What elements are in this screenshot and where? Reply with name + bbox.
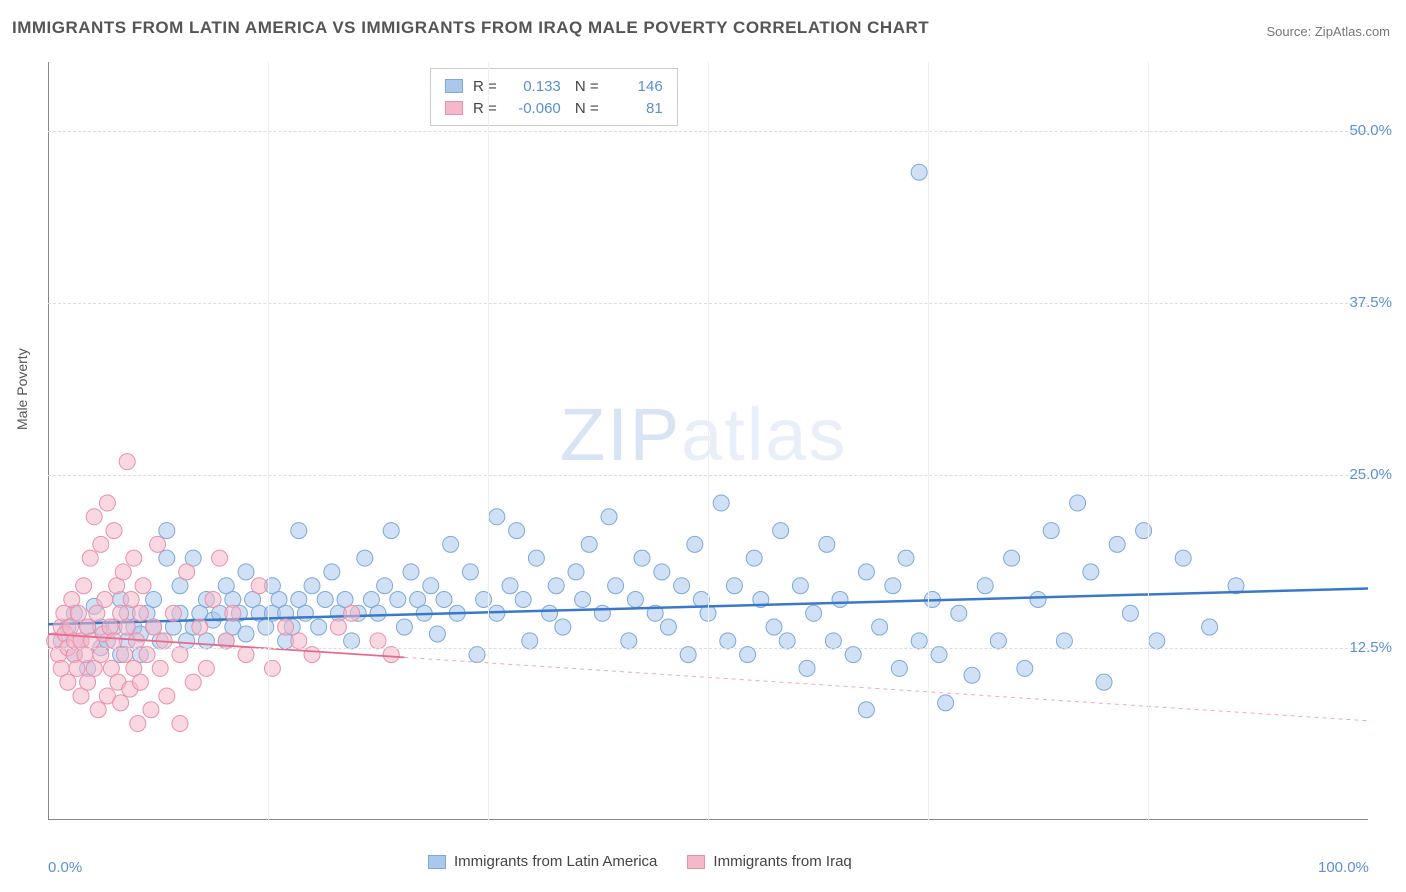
swatch-icon <box>687 855 705 869</box>
y-tick-label: 25.0% <box>1349 466 1392 483</box>
legend-row-iraq: R = -0.060 N = 81 <box>445 97 663 119</box>
y-tick-label: 37.5% <box>1349 294 1392 311</box>
swatch-icon <box>428 855 446 869</box>
legend-item-iraq: Immigrants from Iraq <box>687 853 851 870</box>
legend-item-latin-america: Immigrants from Latin America <box>428 853 657 870</box>
n-value: 81 <box>609 100 663 117</box>
legend-label: Immigrants from Iraq <box>713 853 851 870</box>
legend-row-latin-america: R = 0.133 N = 146 <box>445 75 663 97</box>
chart-title: IMMIGRANTS FROM LATIN AMERICA VS IMMIGRA… <box>12 18 929 38</box>
legend-label: Immigrants from Latin America <box>454 853 657 870</box>
r-value: -0.060 <box>507 100 561 117</box>
swatch-icon <box>445 101 463 115</box>
swatch-icon <box>445 79 463 93</box>
y-axis-label: Male Poverty <box>14 348 30 430</box>
n-value: 146 <box>609 78 663 95</box>
y-tick-label: 12.5% <box>1349 639 1392 656</box>
correlation-legend: R = 0.133 N = 146 R = -0.060 N = 81 <box>430 68 678 126</box>
source-label: Source: ZipAtlas.com <box>1266 24 1390 39</box>
x-tick-label: 0.0% <box>48 859 82 876</box>
series-legend: Immigrants from Latin America Immigrants… <box>428 853 852 870</box>
x-tick-label: 100.0% <box>1318 859 1369 876</box>
y-tick-label: 50.0% <box>1349 122 1392 139</box>
r-value: 0.133 <box>507 78 561 95</box>
